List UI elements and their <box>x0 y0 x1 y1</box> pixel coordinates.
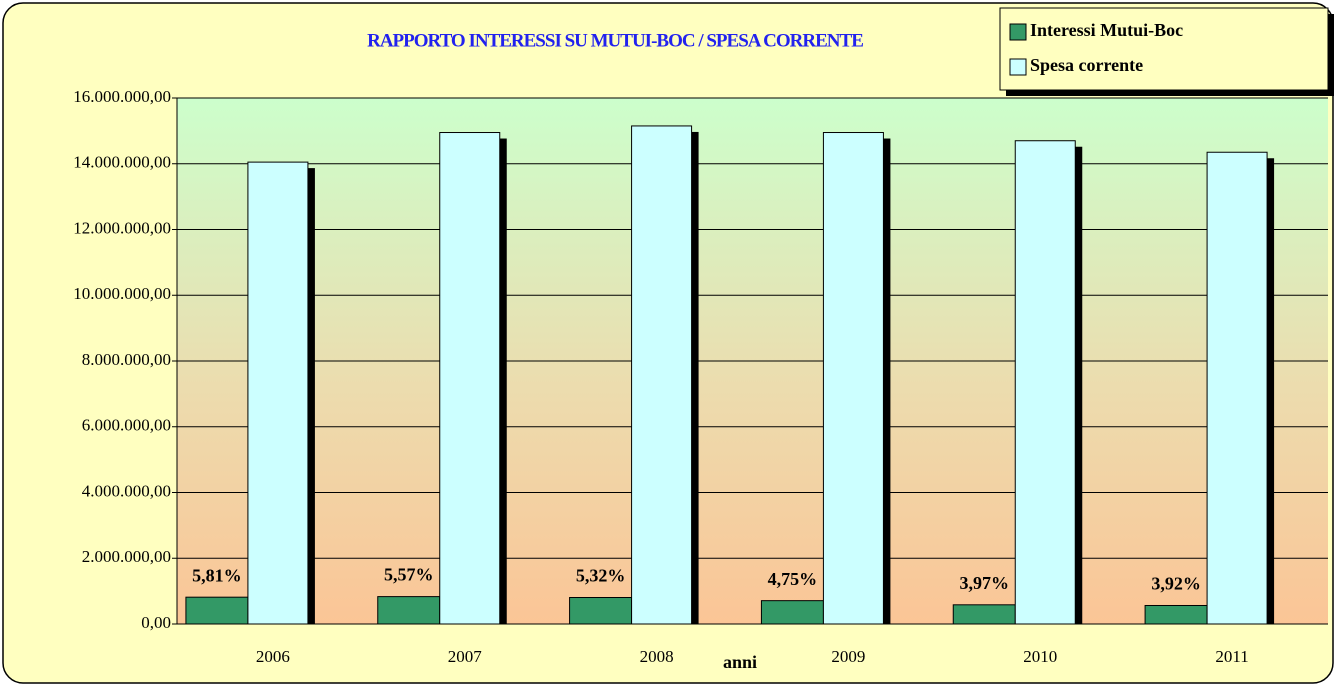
bar <box>1206 151 1268 625</box>
bar <box>439 132 501 625</box>
bar <box>247 161 309 625</box>
x-tick-label: 2007 <box>448 647 483 666</box>
y-tick-label: 8.000.000,00 <box>82 350 171 369</box>
bar <box>377 596 441 625</box>
annotation: 3,92% <box>1151 574 1201 594</box>
x-tick-label: 2008 <box>640 647 674 666</box>
annotation: 5,32% <box>576 566 626 586</box>
y-tick-label: 0,00 <box>141 613 171 632</box>
x-tick-label: 2009 <box>831 647 865 666</box>
y-tick-label: 10.000.000,00 <box>73 284 171 303</box>
legend-swatch <box>1009 58 1027 76</box>
bar <box>1014 140 1076 625</box>
bar <box>952 604 1016 625</box>
y-tick-label: 4.000.000,00 <box>82 481 171 500</box>
bar <box>631 125 693 625</box>
legend-swatch <box>1009 23 1027 41</box>
y-tick-label: 16.000.000,00 <box>73 87 171 106</box>
annotation: 4,75% <box>768 569 818 589</box>
y-tick-label: 12.000.000,00 <box>73 218 171 237</box>
x-tick-label: 2011 <box>1215 647 1248 666</box>
bar <box>185 596 249 625</box>
annotation: 5,57% <box>384 565 434 585</box>
legend <box>999 7 1329 91</box>
chart-title: RAPPORTO INTERESSI SU MUTUI-BOC / SPESA … <box>367 30 863 51</box>
x-axis-label: anni <box>723 652 757 672</box>
legend-label: Spesa corrente <box>1030 55 1143 75</box>
bar <box>822 132 884 625</box>
x-tick-label: 2006 <box>256 647 290 666</box>
bar <box>1144 604 1208 625</box>
annotation: 3,97% <box>960 573 1010 593</box>
x-tick-label: 2010 <box>1023 647 1057 666</box>
y-tick-label: 6.000.000,00 <box>82 416 171 435</box>
bar <box>569 597 633 625</box>
bar <box>760 600 824 625</box>
y-tick-label: 14.000.000,00 <box>73 153 171 172</box>
legend-label: Interessi Mutui-Boc <box>1030 20 1183 40</box>
annotation: 5,81% <box>192 565 242 585</box>
y-tick-label: 2.000.000,00 <box>82 547 171 566</box>
